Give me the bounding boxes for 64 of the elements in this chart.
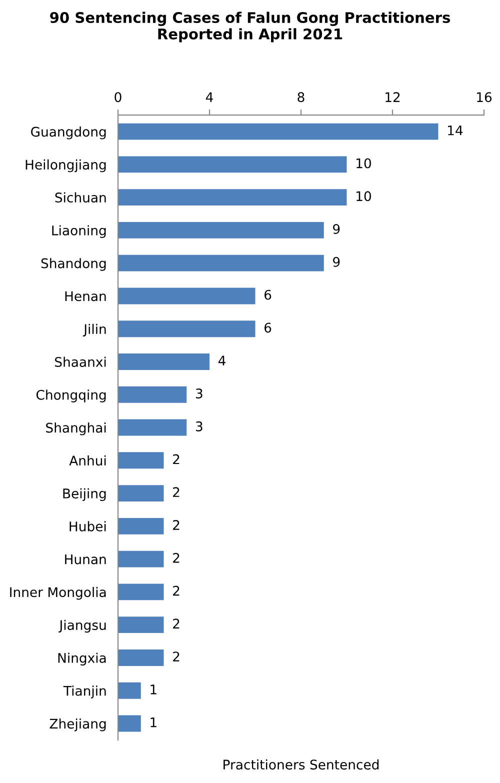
bar — [118, 254, 324, 272]
bar — [118, 550, 164, 568]
data-label: 2 — [173, 487, 180, 497]
data-label: 6 — [264, 290, 272, 300]
data-label: 2 — [173, 618, 180, 628]
bar — [118, 386, 187, 403]
y-tick-label: Inner Mongolia — [10, 586, 106, 600]
data-label: 10 — [356, 191, 371, 202]
y-tick-label: Shanghai — [46, 422, 106, 436]
data-label: 1 — [150, 684, 156, 694]
x-tick-label: 8 — [298, 92, 304, 102]
bar — [118, 650, 164, 666]
bar — [118, 222, 324, 238]
data-label: 2 — [173, 652, 180, 662]
data-label: 9 — [333, 224, 340, 234]
bar — [118, 288, 256, 304]
chart-title: 90 Sentencing Cases of Falun Gong Practitioners Reported in April 2021 — [50, 12, 450, 42]
x-tick-label: 16 — [477, 92, 492, 102]
bar — [118, 584, 164, 600]
y-tick-label: Ningxia — [58, 652, 106, 666]
data-label: 9 — [333, 256, 340, 267]
data-label: 3 — [196, 388, 202, 398]
y-tick-label: Hubei — [70, 521, 106, 532]
y-tick-label: Anhui — [69, 455, 106, 466]
x-tick-label: 0 — [114, 92, 122, 102]
data-label: 6 — [264, 322, 272, 333]
y-tick-label: Shandong — [41, 258, 106, 271]
y-tick-label: Beijing — [63, 488, 106, 502]
data-label: 10 — [356, 158, 371, 168]
y-tick-label: Chongqing — [36, 390, 106, 402]
y-tick-label: Shaanxi — [55, 356, 106, 367]
bar — [118, 616, 164, 634]
data-label: 2 — [173, 454, 180, 464]
data-label: 14 — [448, 126, 463, 136]
bar — [118, 485, 164, 502]
data-label: 3 — [196, 421, 202, 432]
x-tick-label: 12 — [386, 92, 400, 102]
bar — [118, 189, 347, 206]
y-tick-label: Jilin — [82, 324, 106, 337]
data-label: 4 — [218, 356, 226, 366]
data-label: 2 — [173, 586, 180, 596]
bar — [118, 518, 164, 534]
y-tick-label: Hunan — [65, 554, 106, 564]
y-tick-label: Heilongjiang — [26, 159, 106, 172]
x-axis-title: Practitioners Sentenced — [224, 759, 379, 770]
bar — [118, 419, 187, 436]
y-tick-label: Liaoning — [52, 225, 106, 238]
bar — [118, 123, 438, 140]
y-tick-label: Tianjin — [63, 686, 106, 698]
y-tick-label: Zhejiang — [50, 718, 106, 732]
y-tick-label: Jiangsu — [58, 620, 106, 633]
bar — [118, 354, 210, 370]
bar — [118, 715, 141, 732]
data-label: 1 — [150, 718, 156, 728]
x-tick-label: 4 — [206, 92, 213, 102]
data-label: 2 — [173, 520, 180, 530]
data-label: 2 — [173, 552, 180, 563]
bar — [118, 320, 256, 338]
bar — [118, 452, 164, 469]
bar — [118, 682, 141, 699]
bar — [118, 156, 347, 173]
y-tick-label: Henan — [65, 291, 106, 302]
y-tick-label: Sichuan — [55, 192, 106, 203]
y-tick-label: Guangdong — [31, 126, 106, 140]
